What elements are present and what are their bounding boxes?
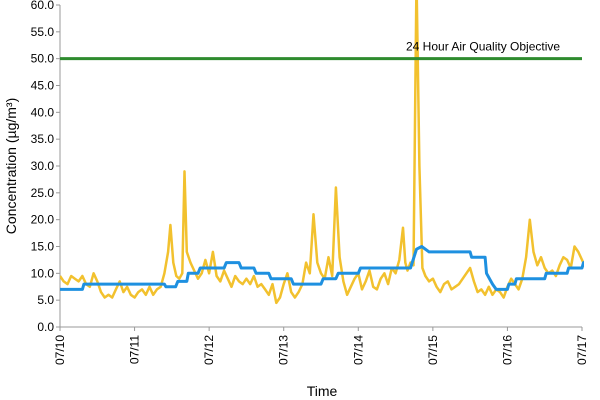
- x-axis-ticks: 07/10 07/11 07/12 07/13 07/14 07/15 07/16 07/17: [53, 327, 589, 365]
- y-tick-label: 25.0: [31, 186, 55, 200]
- x-tick-label: 07/17: [575, 335, 589, 365]
- x-tick-label: 07/13: [277, 335, 291, 365]
- series-layer: [60, 0, 584, 305]
- y-tick-label: 35.0: [31, 132, 55, 146]
- x-tick-label: 07/14: [351, 335, 365, 365]
- x-tick-label: 07/15: [426, 335, 440, 365]
- y-tick-label: 50.0: [31, 52, 55, 66]
- y-tick-label: 30.0: [31, 159, 55, 173]
- y-tick-label: 10.0: [31, 266, 55, 280]
- x-tick-label: 07/10: [53, 335, 67, 365]
- y-tick-label: 60.0: [31, 0, 55, 12]
- y-tick-label: 45.0: [31, 79, 55, 93]
- y-tick-label: 20.0: [31, 213, 55, 227]
- x-tick-label: 07/16: [500, 335, 514, 365]
- y-tick-label: 15.0: [31, 240, 55, 254]
- x-tick-label: 07/11: [128, 335, 142, 364]
- hourly-series-line: [60, 0, 584, 305]
- objective-label: 24 Hour Air Quality Objective: [406, 40, 560, 54]
- rolling-series-line: [60, 245, 584, 291]
- y-tick-label: 55.0: [31, 25, 55, 39]
- x-tick-label: 07/12: [202, 335, 216, 365]
- x-axis-title: Time: [307, 383, 338, 399]
- y-tick-label: 0.0: [37, 320, 54, 334]
- y-tick-label: 40.0: [31, 105, 55, 119]
- y-axis-ticks: 0.0 5.0 10.0 15.0 20.0 25.0 30.0 35.0 40.0 45.0 50…: [31, 0, 60, 334]
- y-axis-title: Concentration (µg/m³): [3, 98, 19, 234]
- y-tick-label: 5.0: [37, 293, 54, 307]
